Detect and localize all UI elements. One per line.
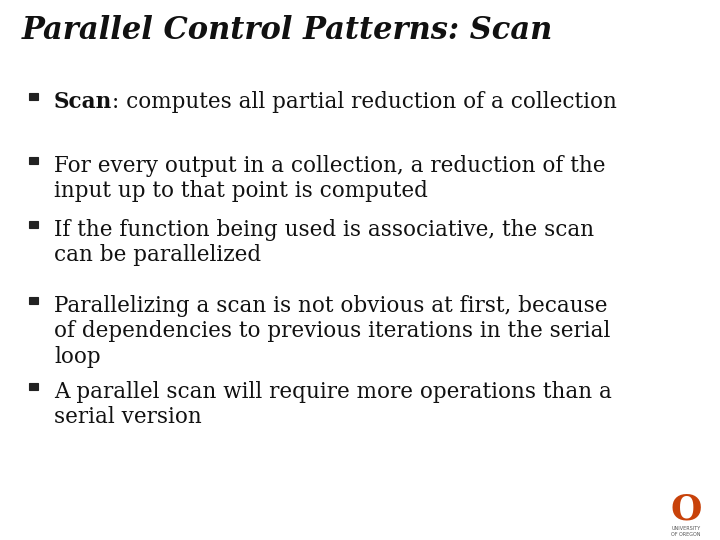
Text: If the function being used is associative, the scan
can be parallelized: If the function being used is associativ…: [54, 219, 594, 266]
Text: : computes all partial reduction of a collection: : computes all partial reduction of a co…: [112, 91, 617, 113]
Text: Parallelizing a scan is not obvious at first, because
of dependencies to previou: Parallelizing a scan is not obvious at f…: [54, 295, 611, 368]
Text: Scan: Scan: [54, 91, 112, 113]
Text: For every output in a collection, a reduction of the
input up to that point is c: For every output in a collection, a redu…: [54, 155, 606, 202]
Bar: [29, 383, 38, 390]
Text: Lecture 5 – Parallel Programming Patterns - Map: Lecture 5 – Parallel Programming Pattern…: [374, 511, 611, 521]
Text: UNIVERSITY
OF OREGON: UNIVERSITY OF OREGON: [671, 526, 701, 537]
Bar: [29, 157, 38, 164]
Bar: [29, 298, 38, 303]
Bar: [29, 221, 38, 227]
Text: O: O: [670, 493, 701, 527]
Text: A parallel scan will require more operations than a
serial version: A parallel scan will require more operat…: [54, 381, 612, 428]
Bar: [29, 93, 38, 100]
Text: 49: 49: [639, 511, 652, 521]
Text: Introduction to Parallel Computing, University of Oregon, IPCC: Introduction to Parallel Computing, Univ…: [11, 511, 314, 521]
Text: Parallel Control Patterns: Scan: Parallel Control Patterns: Scan: [22, 15, 553, 46]
